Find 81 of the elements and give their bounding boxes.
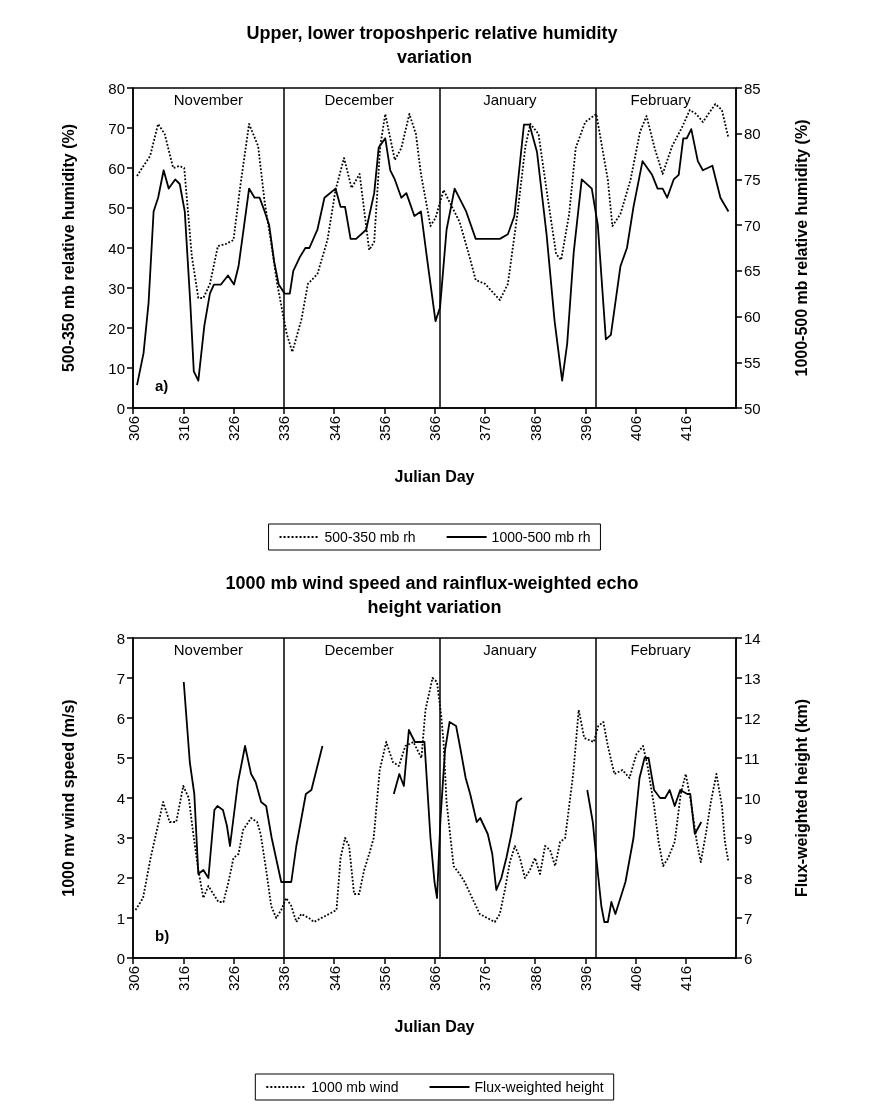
- y-tick-label: 1: [116, 909, 125, 927]
- y2-axis-title: Flux-weighted height (km): [792, 698, 810, 898]
- y2-tick-label: 14: [744, 629, 761, 647]
- y-tick-label: 2: [116, 869, 125, 887]
- y-tick-label: 60: [108, 159, 125, 177]
- y-tick-label: 8: [116, 629, 125, 647]
- y-tick-label: 0: [116, 949, 125, 967]
- y2-axis-title: 1000-500 mb relative humidity (%): [792, 119, 810, 377]
- y2-tick-label: 65: [744, 262, 761, 280]
- y-tick-label: 50: [108, 199, 125, 217]
- x-tick-label: 356: [375, 416, 393, 442]
- y-tick-label: 20: [108, 319, 125, 337]
- x-tick-label: 366: [426, 416, 443, 442]
- y-axis-title: 500-350 mb relative humidity (%): [59, 123, 77, 373]
- annotation: December: [324, 91, 394, 108]
- annotation: December: [324, 641, 394, 658]
- y2-tick-label: 6: [744, 949, 753, 967]
- y-tick-label: 70: [108, 119, 125, 137]
- legend-label: 1000-500 mb rh: [491, 529, 591, 545]
- x-axis-title: Julian Day: [394, 467, 475, 485]
- annotation: February: [630, 91, 692, 108]
- x-tick-label: 386: [526, 966, 544, 992]
- y-axis-title: 1000 mv wind speed (m/s): [59, 699, 77, 897]
- x-tick-label: 406: [627, 416, 644, 442]
- x-tick-label: 316: [174, 416, 192, 442]
- x-tick-label: 376: [476, 416, 494, 442]
- legend-label: 500-350 mb rh: [324, 529, 416, 545]
- y-tick-label: 7: [116, 669, 125, 687]
- y-tick-label: 6: [116, 709, 125, 727]
- y2-tick-label: 85: [744, 79, 761, 97]
- x-tick-label: 306: [124, 966, 142, 992]
- x-tick-label: 406: [627, 966, 644, 992]
- y2-tick-label: 80: [744, 125, 761, 143]
- x-tick-label: 416: [677, 966, 695, 992]
- x-axis-title: Julian Day: [394, 1017, 475, 1035]
- x-tick-label: 346: [325, 416, 343, 442]
- y2-tick-label: 9: [744, 829, 753, 847]
- x-tick-label: 366: [426, 966, 443, 992]
- x-tick-label: 326: [225, 966, 242, 992]
- y-tick-label: 3: [116, 829, 125, 847]
- annotation: b): [155, 927, 170, 944]
- chart-title: 1000 mb wind speed and rainflux-weighted echo height variation: [225, 573, 644, 617]
- y2-tick-label: 60: [744, 308, 761, 326]
- y-tick-label: 30: [108, 279, 125, 297]
- y2-tick-label: 12: [744, 709, 761, 727]
- y-tick-label: 0: [116, 399, 125, 417]
- y-tick-label: 80: [108, 79, 125, 97]
- y2-tick-label: 70: [744, 216, 761, 234]
- x-tick-label: 306: [124, 416, 142, 442]
- x-tick-label: 326: [225, 416, 242, 442]
- x-tick-label: 336: [275, 966, 293, 992]
- y2-tick-label: 50: [744, 399, 761, 417]
- x-tick-label: 336: [275, 416, 293, 442]
- annotation: a): [155, 377, 169, 394]
- x-tick-label: 376: [476, 966, 494, 992]
- x-tick-label: 316: [174, 966, 192, 992]
- y2-tick-label: 13: [744, 669, 761, 687]
- y2-tick-label: 7: [744, 909, 753, 927]
- x-tick-label: 416: [677, 416, 695, 442]
- x-tick-label: 396: [576, 966, 594, 992]
- annotation: February: [630, 641, 692, 658]
- x-tick-label: 396: [576, 416, 594, 442]
- legend-label: 1000 mb wind: [311, 1079, 399, 1095]
- x-tick-label: 386: [526, 416, 544, 442]
- legend-label: Flux-weighted height: [474, 1079, 604, 1095]
- y-tick-label: 10: [108, 359, 125, 377]
- y-tick-label: 4: [116, 789, 125, 807]
- y2-tick-label: 55: [744, 353, 761, 371]
- chart-title: Upper, lower troposhperic relative humidity variation: [246, 23, 623, 67]
- x-tick-label: 346: [325, 966, 343, 992]
- annotation: January: [483, 91, 538, 108]
- y-tick-label: 40: [108, 239, 125, 257]
- y2-tick-label: 11: [744, 749, 760, 767]
- annotation: November: [173, 91, 243, 108]
- annotation: January: [483, 641, 538, 658]
- annotation: November: [173, 641, 243, 658]
- x-tick-label: 356: [375, 966, 393, 992]
- y2-tick-label: 10: [744, 789, 761, 807]
- y-tick-label: 5: [116, 749, 125, 767]
- y2-tick-label: 75: [744, 170, 761, 188]
- y2-tick-label: 8: [744, 869, 753, 887]
